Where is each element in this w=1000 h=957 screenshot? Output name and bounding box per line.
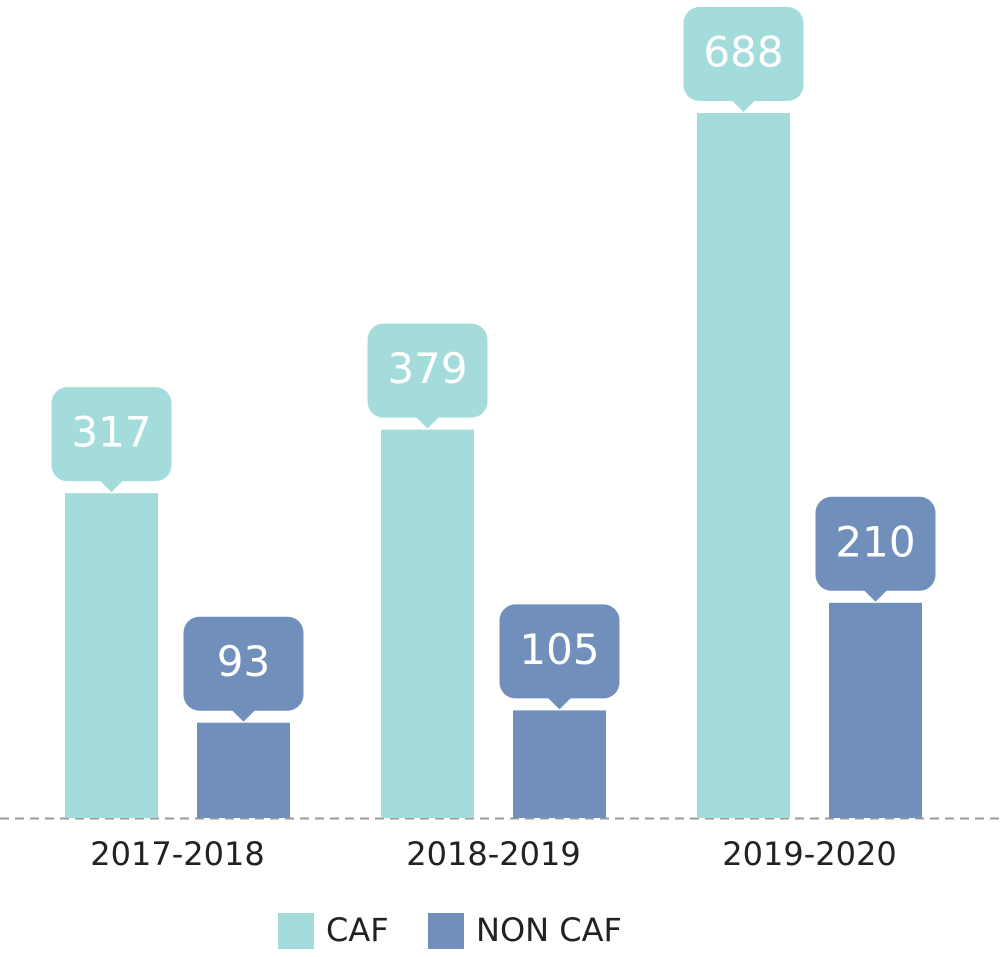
bar — [513, 710, 606, 818]
value-callout — [51, 387, 172, 482]
value-label: 317 — [71, 408, 151, 457]
value-label: 93 — [217, 637, 270, 686]
value-label: 688 — [703, 28, 783, 77]
callout-pointer — [547, 697, 572, 710]
value-label: 105 — [519, 625, 599, 674]
value-callout — [815, 496, 936, 591]
value-label: 379 — [387, 344, 467, 393]
callout-pointer — [415, 416, 440, 429]
bar — [829, 602, 922, 818]
legend-swatch — [428, 913, 464, 949]
x-tick-label: 2019-2020 — [722, 835, 896, 873]
value-label: 210 — [835, 517, 915, 566]
bar — [381, 429, 474, 818]
legend-label: NON CAF — [476, 911, 622, 949]
callout-pointer — [731, 100, 756, 112]
value-callout — [683, 7, 804, 101]
value-callout — [183, 616, 304, 711]
bar — [65, 493, 158, 818]
x-tick-label: 2018-2019 — [406, 835, 580, 873]
legend-label: CAF — [326, 911, 389, 949]
callout-pointer — [863, 589, 888, 602]
value-callout — [499, 604, 620, 699]
callout-pointer — [99, 480, 124, 493]
x-tick-label: 2017-2018 — [90, 835, 264, 873]
bar — [197, 722, 290, 818]
value-callout — [367, 323, 488, 418]
callout-pointer — [231, 709, 256, 722]
legend-swatch — [278, 913, 314, 949]
bar — [697, 113, 790, 818]
